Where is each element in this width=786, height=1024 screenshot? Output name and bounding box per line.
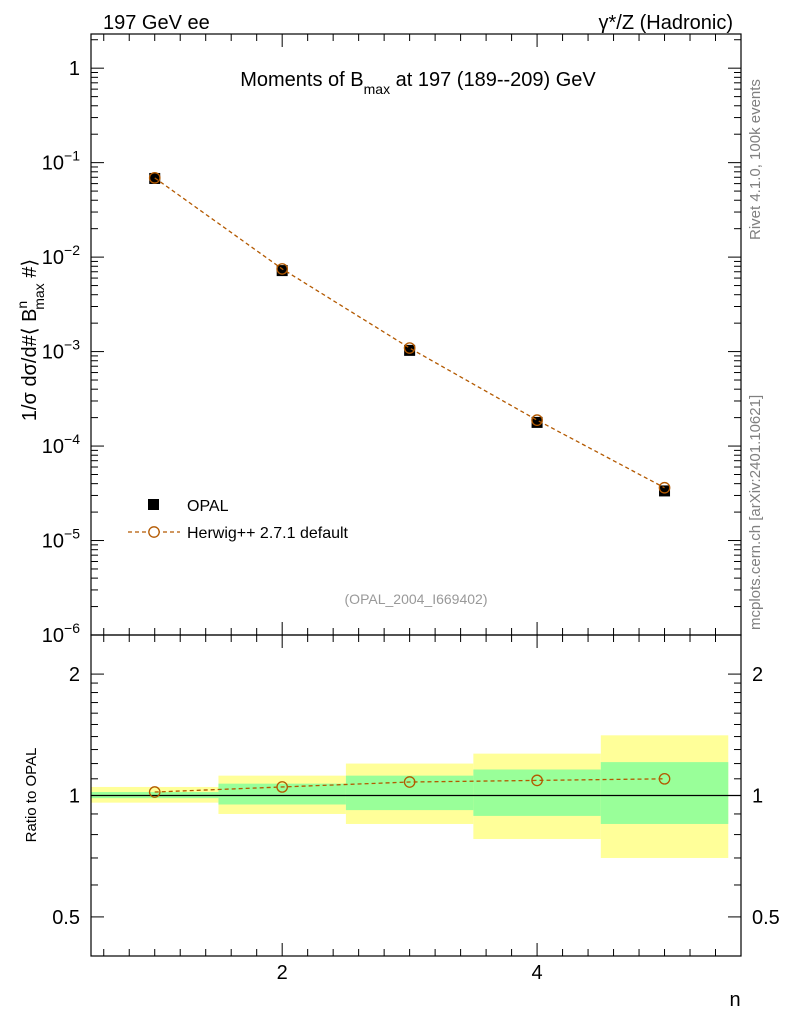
herwig-line — [154, 177, 665, 489]
main-title: Moments of Bmax at 197 (189--209) GeV — [240, 69, 596, 97]
rivet-version-label: Rivet 4.1.0, 100k events — [747, 79, 764, 240]
main-y-tick-label: 10−1 — [42, 148, 80, 175]
analysis-watermark: (OPAL_2004_I669402) — [345, 591, 488, 607]
main-y-tick-label: 1 — [69, 58, 80, 80]
ratio-y-axis-label: Ratio to OPAL — [23, 748, 40, 843]
main-y-tick-label: 10−3 — [42, 337, 80, 364]
x-axis-label: n — [729, 989, 740, 1011]
main-panel: 10−6 10−5 10−4 10−3 10−2 10−1 1 Moments of Bma… — [14, 33, 742, 647]
legend-data-marker — [148, 499, 159, 510]
main-y-tick-label: 10−5 — [42, 526, 80, 553]
main-frame — [90, 33, 742, 636]
header-right-label: γ*/Z (Hadronic) — [599, 12, 733, 34]
herwig-point — [658, 481, 671, 494]
ratio-mc-point — [531, 774, 543, 787]
ratio-band-inner — [600, 762, 729, 824]
ratio-y-tick-label-right: 1 — [752, 786, 763, 808]
ratio-mc-point — [276, 781, 289, 793]
ratio-mc-point — [148, 786, 161, 798]
main-x-axis — [103, 34, 742, 635]
herwig-point — [276, 263, 289, 275]
legend-mc-label: Herwig++ 2.7.1 default — [187, 525, 349, 542]
x-tick-label: 4 — [532, 962, 543, 984]
ratio-mc-line — [154, 778, 665, 793]
ratio-data-layer — [91, 735, 741, 858]
opal-data-point — [659, 485, 671, 497]
main-y-axis-label: 1/σ dσ/d#⟨ Bnmax #⟩ — [14, 259, 47, 421]
main-y-tick-label: 10−2 — [42, 242, 80, 269]
mcplots-label: mcplots.cern.ch [arXiv:2401.10621] — [747, 395, 764, 630]
x-tick-label: 2 — [277, 962, 288, 984]
legend-mc-marker — [148, 526, 160, 538]
ratio-mc-point — [403, 776, 416, 788]
herwig-point — [403, 342, 416, 354]
ratio-band-inner — [345, 775, 474, 811]
opal-data-point — [276, 265, 288, 277]
ratio-band-inner — [218, 783, 346, 805]
ratio-y-tick-label-right: 0.5 — [752, 907, 780, 929]
legend: OPAL Herwig++ 2.7.1 default — [128, 498, 349, 542]
ratio-mc-point — [658, 772, 671, 785]
opal-data-point — [531, 416, 543, 428]
ratio-y-axis: 2 2 1 1 0.5 0.5 — [52, 664, 780, 929]
main-y-tick-label: 10−4 — [42, 431, 80, 458]
ratio-band-inner — [473, 769, 601, 816]
main-y-axis: 10−6 10−5 10−4 10−3 10−2 10−1 1 — [42, 39, 741, 647]
header-left-label: 197 GeV ee — [103, 12, 210, 34]
ratio-y-tick-label-left: 1 — [69, 786, 80, 808]
ratio-y-tick-label-left: 2 — [69, 664, 80, 686]
main-y-tick-label: 10−6 — [42, 620, 80, 647]
legend-data-label: OPAL — [187, 498, 229, 515]
ratio-y-tick-label-left: 0.5 — [52, 907, 80, 929]
main-data-layer — [148, 172, 671, 497]
herwig-point — [531, 414, 543, 427]
herwig-point — [148, 172, 161, 184]
ratio-y-tick-label-right: 2 — [752, 664, 763, 686]
opal-data-point — [404, 344, 416, 356]
